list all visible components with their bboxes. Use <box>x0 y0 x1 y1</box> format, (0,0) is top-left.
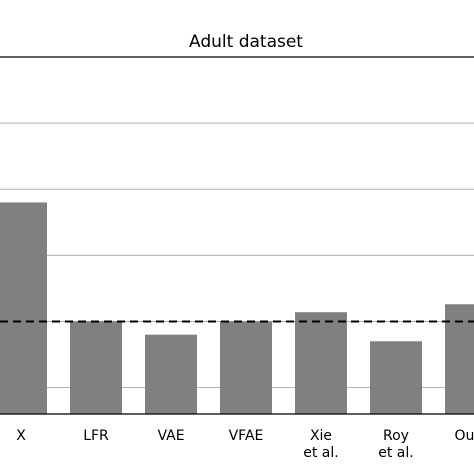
x-tick-label: LFR <box>83 428 109 444</box>
bar <box>295 312 347 414</box>
x-tick-label: Xie et al. <box>303 428 338 461</box>
bar <box>220 321 272 414</box>
bar <box>0 202 47 414</box>
x-tick-label: Roy et al. <box>378 428 413 461</box>
x-tick-label: VAE <box>157 428 184 444</box>
bar <box>445 304 474 414</box>
x-tick-label: X <box>16 428 26 444</box>
bar <box>70 321 122 414</box>
bar <box>370 341 422 414</box>
bar <box>145 334 197 414</box>
chart-title: Adult dataset <box>189 32 303 52</box>
x-tick-label: VFAE <box>229 428 264 444</box>
bars <box>0 202 474 414</box>
x-tick-label: Ours <box>455 428 474 444</box>
